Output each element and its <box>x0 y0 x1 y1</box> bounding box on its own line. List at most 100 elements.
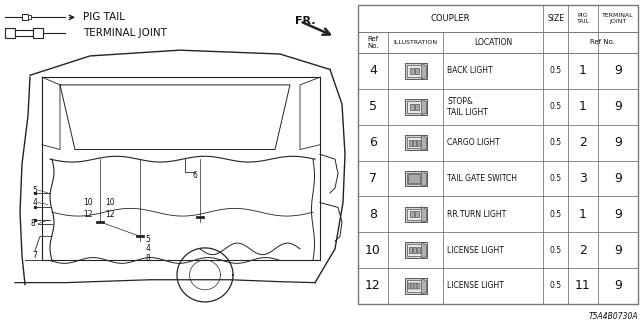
Polygon shape <box>422 207 426 222</box>
Bar <box>404 207 426 222</box>
Polygon shape <box>422 243 426 258</box>
Text: 12: 12 <box>83 210 93 219</box>
Bar <box>410 283 413 289</box>
Bar <box>417 247 419 253</box>
Text: 9: 9 <box>614 244 622 257</box>
Text: 4: 4 <box>145 244 150 253</box>
Bar <box>22 14 28 20</box>
Bar <box>415 104 419 110</box>
Polygon shape <box>422 135 426 150</box>
Text: 1: 1 <box>579 100 587 113</box>
Text: 8: 8 <box>31 219 35 228</box>
Text: 9: 9 <box>614 279 622 292</box>
Bar <box>413 247 415 253</box>
Text: 7: 7 <box>33 251 37 260</box>
Bar <box>406 244 422 256</box>
Text: TAIL GATE SWITCH: TAIL GATE SWITCH <box>447 174 517 183</box>
Bar <box>413 283 417 289</box>
Text: 0.5: 0.5 <box>549 67 561 76</box>
Text: 0.5: 0.5 <box>549 246 561 255</box>
Text: 11: 11 <box>575 279 591 292</box>
Text: 10: 10 <box>83 198 93 207</box>
Text: TERMINAL JOINT: TERMINAL JOINT <box>83 28 167 38</box>
Polygon shape <box>422 278 426 294</box>
Bar <box>406 137 422 148</box>
Bar <box>408 283 410 289</box>
Text: LICENSE LIGHT: LICENSE LIGHT <box>447 282 504 291</box>
Text: 2: 2 <box>579 136 587 149</box>
Text: 9: 9 <box>614 100 622 113</box>
Text: 0.5: 0.5 <box>549 102 561 111</box>
Text: RR.TURN LIGHT: RR.TURN LIGHT <box>447 210 506 219</box>
Bar <box>406 280 422 292</box>
Bar <box>408 174 419 183</box>
Bar <box>406 65 422 77</box>
Bar <box>15 30 33 36</box>
Polygon shape <box>422 63 426 79</box>
Text: LOCATION: LOCATION <box>474 38 512 47</box>
Bar <box>404 278 426 294</box>
Text: BACK LIGHT: BACK LIGHT <box>447 67 493 76</box>
Text: T5A4B0730A: T5A4B0730A <box>588 312 638 320</box>
Text: 9: 9 <box>614 208 622 221</box>
Polygon shape <box>422 171 426 186</box>
Text: 5: 5 <box>145 235 150 244</box>
Text: 12: 12 <box>105 210 115 219</box>
Bar <box>406 173 422 184</box>
Text: Ref
No.: Ref No. <box>367 36 379 49</box>
Bar <box>415 68 419 74</box>
Bar <box>406 101 422 113</box>
Text: 0.5: 0.5 <box>549 138 561 147</box>
Text: PIG TAIL: PIG TAIL <box>83 12 125 22</box>
Text: 6: 6 <box>193 171 197 180</box>
Text: 5: 5 <box>33 186 37 195</box>
Text: SIZE: SIZE <box>547 14 564 23</box>
Text: CARGO LIGHT: CARGO LIGHT <box>447 138 500 147</box>
Bar <box>408 247 412 253</box>
Bar <box>413 140 415 146</box>
Bar <box>408 140 412 146</box>
Polygon shape <box>422 99 426 115</box>
Bar <box>410 104 413 110</box>
Text: ILLUSTRATION: ILLUSTRATION <box>394 40 438 45</box>
Bar <box>404 171 426 186</box>
Bar <box>404 243 426 258</box>
Text: 4: 4 <box>33 198 37 207</box>
Bar <box>410 68 413 74</box>
Bar <box>406 209 422 220</box>
Bar <box>28 15 31 19</box>
Bar <box>404 99 426 115</box>
Text: 3: 3 <box>579 172 587 185</box>
Text: 10: 10 <box>105 198 115 207</box>
Text: 12: 12 <box>365 279 381 292</box>
Text: 9: 9 <box>614 64 622 77</box>
Text: FR.: FR. <box>295 16 316 26</box>
Bar <box>404 135 426 150</box>
Text: LICENSE LIGHT: LICENSE LIGHT <box>447 246 504 255</box>
Text: COUPLER: COUPLER <box>431 14 470 23</box>
Text: 0.5: 0.5 <box>549 210 561 219</box>
Text: 7: 7 <box>369 172 377 185</box>
Text: 0.5: 0.5 <box>549 174 561 183</box>
Text: STOP&
TAIL LIGHT: STOP& TAIL LIGHT <box>447 97 488 116</box>
Text: 5: 5 <box>369 100 377 113</box>
Text: 1: 1 <box>579 64 587 77</box>
Bar <box>5 28 15 38</box>
Bar <box>410 212 413 217</box>
Bar <box>415 212 419 217</box>
Bar <box>417 140 419 146</box>
Text: 2: 2 <box>579 244 587 257</box>
Text: Ref No.: Ref No. <box>591 39 616 45</box>
Text: TERMINAL
JOINT: TERMINAL JOINT <box>602 13 634 24</box>
Bar <box>417 283 419 289</box>
Bar <box>404 63 426 79</box>
Text: PIG
TAIL: PIG TAIL <box>577 13 589 24</box>
Bar <box>358 5 638 304</box>
Text: 6: 6 <box>369 136 377 149</box>
Text: 0.5: 0.5 <box>549 282 561 291</box>
Text: 8: 8 <box>369 208 377 221</box>
Text: 1: 1 <box>579 208 587 221</box>
Text: 8: 8 <box>146 254 150 263</box>
Text: 4: 4 <box>369 64 377 77</box>
Text: 10: 10 <box>365 244 381 257</box>
